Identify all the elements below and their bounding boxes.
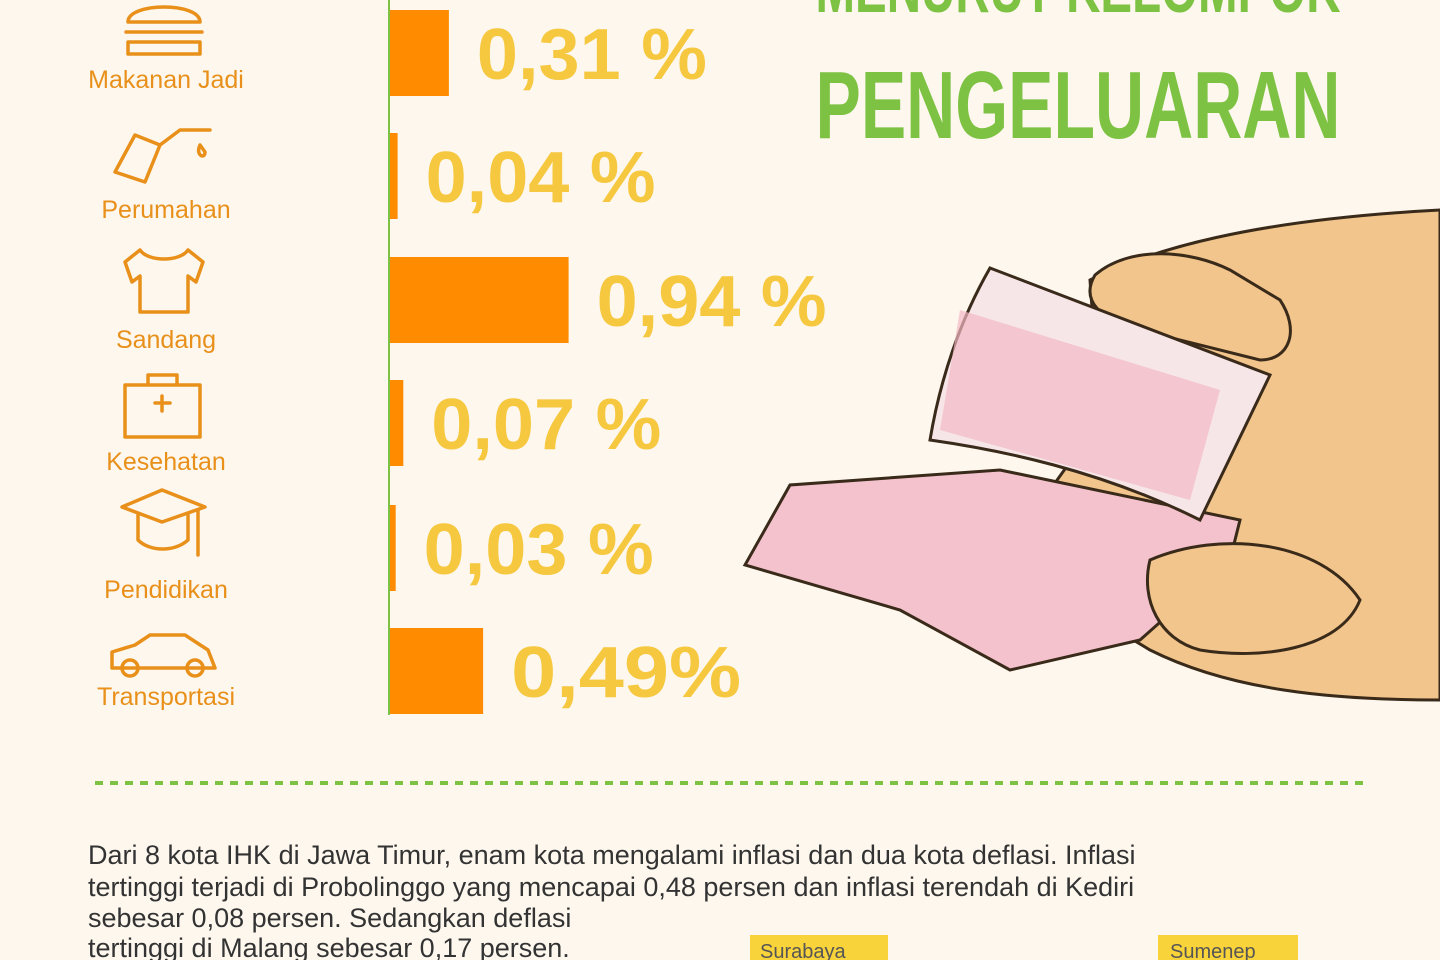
category-label: Sandang <box>116 326 216 354</box>
value-label: 0,94 % <box>597 262 827 342</box>
category-label: Transportasi <box>97 683 235 711</box>
paragraph-line: Dari 8 kota IHK di Jawa Timur, enam kota… <box>88 840 1136 870</box>
value-label: 0,31 % <box>477 15 707 95</box>
city-tag-box <box>1158 935 1298 960</box>
bar <box>390 257 569 343</box>
value-label: 0,49% <box>511 633 741 713</box>
bar <box>390 133 398 219</box>
bar <box>390 10 449 96</box>
paragraph-line: sebesar 0,08 persen. Sedangkan deflasi <box>88 903 571 933</box>
value-label: 0,03 % <box>424 510 654 590</box>
value-label: 0,07 % <box>431 385 661 465</box>
bar <box>390 505 396 591</box>
city-tag-box <box>750 935 888 960</box>
city-tag: Sumenep <box>1170 941 1256 960</box>
chart-title: PENGELUARAN <box>816 52 1341 159</box>
value-label: 0,04 % <box>426 138 656 218</box>
chart-title: MENURUT KELOMPOK <box>816 0 1341 27</box>
paragraph-line: tertinggi di Malang sebesar 0,17 persen. <box>88 933 570 960</box>
bar <box>390 628 484 714</box>
category-label: Pendidikan <box>104 576 228 604</box>
icons <box>110 5 217 678</box>
paragraph-line: tertinggi terjadi di Probolinggo yang me… <box>88 872 1134 902</box>
illustration <box>742 208 1440 702</box>
category-label: Makanan Jadi <box>88 66 244 94</box>
category-label: Perumahan <box>101 196 230 224</box>
city-tag: Surabaya <box>760 941 846 960</box>
bar <box>390 380 404 466</box>
category-label: Kesehatan <box>106 448 226 476</box>
